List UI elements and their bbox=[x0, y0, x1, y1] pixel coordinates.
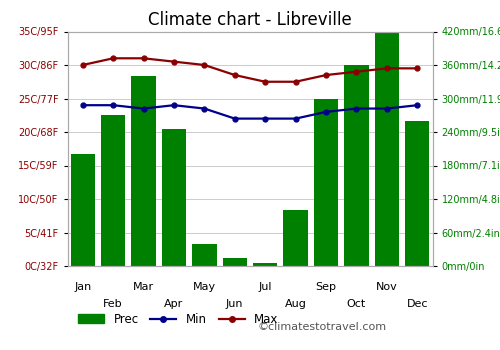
Text: ©climatestotravel.com: ©climatestotravel.com bbox=[258, 322, 386, 332]
Text: Sep: Sep bbox=[316, 282, 336, 292]
Bar bbox=[132, 76, 156, 266]
Text: Jul: Jul bbox=[258, 282, 272, 292]
Bar bbox=[253, 263, 278, 266]
Text: Feb: Feb bbox=[104, 299, 123, 309]
Bar bbox=[344, 65, 368, 266]
Bar bbox=[101, 115, 126, 266]
Title: Climate chart - Libreville: Climate chart - Libreville bbox=[148, 10, 352, 29]
Bar bbox=[314, 98, 338, 266]
Text: Nov: Nov bbox=[376, 282, 398, 292]
Text: Aug: Aug bbox=[284, 299, 306, 309]
Bar bbox=[70, 154, 95, 266]
Text: Oct: Oct bbox=[347, 299, 366, 309]
Bar bbox=[222, 258, 247, 266]
Bar bbox=[192, 244, 216, 266]
Bar bbox=[284, 210, 308, 266]
Bar bbox=[374, 32, 399, 266]
Text: Mar: Mar bbox=[133, 282, 154, 292]
Legend: Prec, Min, Max: Prec, Min, Max bbox=[74, 308, 283, 330]
Text: May: May bbox=[193, 282, 216, 292]
Bar bbox=[162, 129, 186, 266]
Bar bbox=[405, 121, 429, 266]
Text: Dec: Dec bbox=[406, 299, 428, 309]
Text: Jan: Jan bbox=[74, 282, 92, 292]
Text: Apr: Apr bbox=[164, 299, 184, 309]
Text: Jun: Jun bbox=[226, 299, 244, 309]
